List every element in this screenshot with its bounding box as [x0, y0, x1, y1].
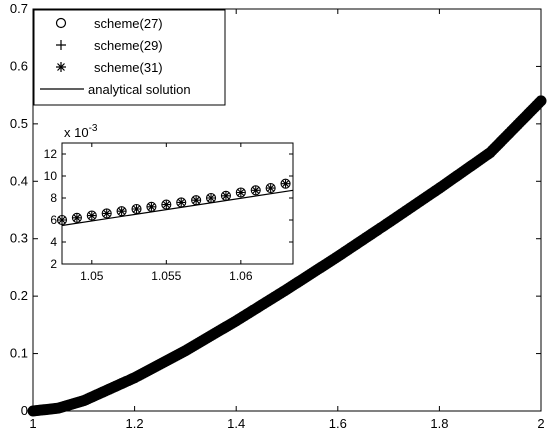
legend-item: analytical solution: [40, 82, 191, 97]
legend-asterisk-marker: [56, 62, 66, 72]
inset-scheme-marker: [220, 190, 231, 201]
x-tick-label: 1.6: [329, 416, 347, 431]
x-tick-label: 1: [29, 416, 36, 431]
inset-x-tick-label: 1.06: [229, 269, 253, 283]
legend-item: scheme(31): [56, 60, 163, 75]
x-tick-label: 1.4: [227, 416, 245, 431]
y-tick-label: 0.1: [10, 346, 28, 361]
inset-scheme-marker: [116, 206, 127, 217]
inset-scheme-marker: [191, 195, 202, 206]
legend-circle-marker: [55, 17, 67, 29]
inset-scheme-marker: [176, 197, 187, 208]
legend-label: scheme(29): [94, 38, 163, 53]
y-tick-label: 0.6: [10, 58, 28, 73]
main-axis-ticks: 1 1.2 1.4 1.6 1.8 2 0 0.1 0.2 0.3 0.4 0.5 0.6 0.7: [10, 1, 545, 431]
legend-label: analytical solution: [88, 82, 191, 97]
inset-scheme-marker: [86, 210, 97, 221]
main-curve-markers: [27, 95, 547, 417]
inset-plot: 1.05 1.055 1.06 2 4 6 8 10 12 x 10-3: [44, 123, 294, 283]
inset-scheme-marker: [235, 187, 246, 198]
inset-x-tick-label: 1.05: [80, 269, 104, 283]
inset-scheme-marker: [131, 203, 142, 215]
y-tick-label: 0.7: [10, 1, 28, 16]
inset-y-tick-label: 6: [50, 213, 57, 227]
legend: scheme(27) scheme(29) scheme(31) analytical…: [33, 9, 226, 106]
inset-scheme-marker: [280, 178, 291, 189]
inset-y-tick-label: 4: [50, 235, 57, 249]
inset-y-tick-label: 10: [44, 169, 58, 183]
inset-axis-ticks: 1.05 1.055 1.06 2 4 6 8 10 12: [44, 143, 293, 283]
inset-y-tick-label: 8: [50, 191, 57, 205]
inset-scheme-marker: [161, 199, 172, 210]
inset-scheme-marker: [205, 192, 217, 204]
legend-label: scheme(27): [94, 16, 163, 31]
inset-scheme-marker: [265, 183, 276, 194]
legend-plus-marker: [56, 40, 66, 50]
inset-exponent-label: x 10-3: [64, 123, 98, 140]
inset-plot-frame: [61, 142, 294, 265]
inset-analytical-line: [61, 189, 294, 227]
inset-y-tick-label: 12: [44, 147, 58, 161]
curve-marker: [535, 95, 547, 107]
y-tick-label: 0.2: [10, 288, 28, 303]
y-tick-label: 0: [21, 403, 28, 418]
inset-y-tick-label: 2: [50, 257, 57, 271]
legend-item: scheme(27): [55, 16, 163, 31]
x-tick-label: 2: [537, 416, 544, 431]
x-tick-label: 1.8: [430, 416, 448, 431]
y-tick-label: 0.4: [10, 173, 28, 188]
inset-scheme-marker: [146, 201, 157, 212]
x-tick-label: 1.2: [126, 416, 144, 431]
y-tick-label: 0.5: [10, 116, 28, 131]
y-tick-label: 0.3: [10, 231, 28, 246]
inset-scheme-marker: [101, 208, 112, 219]
inset-scheme-marker: [71, 212, 82, 223]
main-plot-frame: [32, 8, 542, 412]
inset-x-tick-label: 1.055: [151, 269, 181, 283]
legend-label: scheme(31): [94, 60, 163, 75]
inset-scheme-marker: [250, 185, 261, 196]
legend-item: scheme(29): [56, 38, 163, 53]
